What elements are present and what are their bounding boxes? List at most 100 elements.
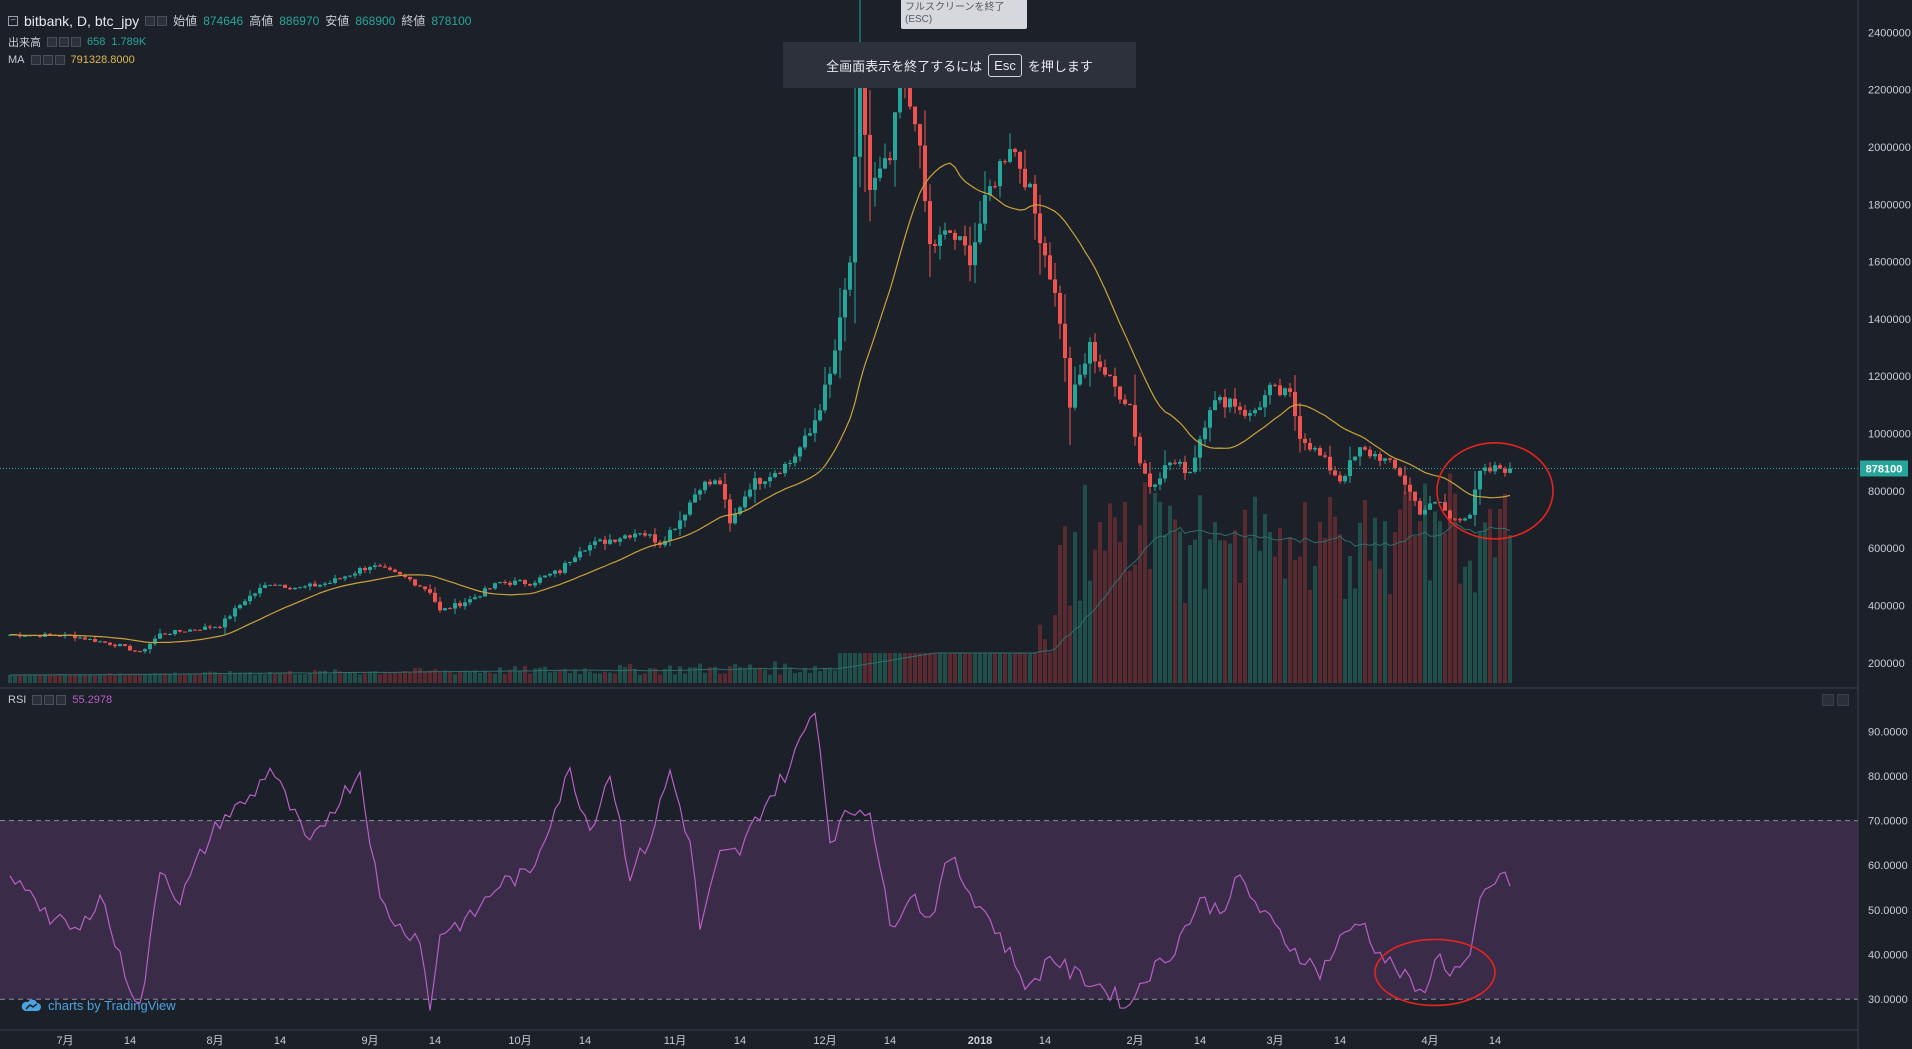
volume-bar <box>593 673 597 683</box>
volume-bar <box>933 653 937 683</box>
volume-bar <box>1443 533 1447 683</box>
candle-body <box>718 480 722 484</box>
candle-body <box>643 533 647 536</box>
symbol-title[interactable]: bitbank, D, btc_jpy <box>24 12 140 29</box>
rsi-tick-label: 90.0000 <box>1868 726 1908 738</box>
candle-body <box>1353 456 1357 461</box>
candle-body <box>1273 384 1277 386</box>
rsi-label[interactable]: RSI <box>8 694 27 706</box>
pane-up-icon[interactable] <box>1822 694 1834 706</box>
toast-text-after: を押します <box>1027 58 1093 74</box>
volume-bar <box>148 673 152 683</box>
ma-label[interactable]: MA <box>8 54 25 66</box>
volume-bar <box>728 666 732 683</box>
volume-bar <box>293 674 297 683</box>
last-price-badge <box>1860 460 1908 477</box>
rsi-legend-buttons[interactable] <box>32 695 67 705</box>
candle-body <box>813 420 817 434</box>
candle-body <box>403 574 407 578</box>
volume-bar <box>1333 516 1337 683</box>
time-tick-label: 3月 <box>1266 1035 1283 1047</box>
candle-body <box>228 616 232 619</box>
volume-bar <box>1028 653 1032 683</box>
candle-body <box>473 597 477 600</box>
volume-bar <box>518 670 522 683</box>
volume-bar <box>1278 527 1282 683</box>
eye-icon[interactable] <box>47 37 57 47</box>
gear-icon[interactable] <box>157 15 168 26</box>
volume-bar <box>113 674 117 683</box>
volume-bar <box>158 673 162 683</box>
pane-maximize-icon[interactable] <box>1837 694 1849 706</box>
legend-buttons[interactable] <box>145 15 168 26</box>
eye-icon[interactable] <box>32 695 43 705</box>
candle-body <box>273 584 277 586</box>
candle-body <box>133 650 137 652</box>
candle-body <box>328 582 332 584</box>
eye-icon[interactable] <box>30 55 41 65</box>
volume-bar <box>973 653 977 683</box>
volume-bar <box>1503 493 1507 683</box>
candle-body <box>1478 470 1482 490</box>
candle-body <box>1013 149 1017 152</box>
candle-body <box>778 472 782 474</box>
tradingview-brand[interactable]: charts by TradingView <box>20 998 176 1013</box>
volume-bar <box>423 671 427 683</box>
time-tick-label: 14 <box>1194 1035 1206 1047</box>
gear-icon[interactable] <box>44 695 55 705</box>
eye-icon[interactable] <box>145 15 156 26</box>
candle-body <box>893 112 897 161</box>
volume-bar <box>878 653 882 683</box>
candle-body <box>1388 458 1392 460</box>
candle-body <box>1433 502 1437 504</box>
candle-body <box>338 578 342 580</box>
price-tick-label: 200000 <box>1868 658 1905 670</box>
open-value: 874646 <box>203 13 244 28</box>
volume-bar <box>203 672 207 683</box>
candle-body <box>1483 467 1487 471</box>
candle-body <box>1228 398 1232 408</box>
volume-bar <box>488 672 492 683</box>
volume-bar <box>1308 589 1312 683</box>
candle-body <box>93 638 97 642</box>
volume-bar <box>1398 509 1402 683</box>
volume-bar <box>858 653 862 683</box>
candle-body <box>1053 279 1057 293</box>
candle-body <box>673 528 677 530</box>
volume-bar <box>23 674 27 683</box>
candle-body <box>388 567 392 570</box>
gear-icon[interactable] <box>59 37 69 47</box>
volume-bar <box>558 669 562 683</box>
candle-body <box>733 513 737 524</box>
price-highlight-circle <box>1436 442 1554 540</box>
volume-legend-buttons[interactable] <box>47 37 81 47</box>
candle-body <box>603 539 607 544</box>
volume-bar <box>653 668 657 683</box>
volume-bar <box>888 653 892 683</box>
volume-label[interactable]: 出来高 <box>8 37 41 49</box>
volume-bar <box>578 674 582 683</box>
volume-bar <box>1343 599 1347 683</box>
close-icon[interactable] <box>71 37 81 47</box>
volume-bar <box>608 672 612 683</box>
volume-bar <box>533 668 537 683</box>
volume-bar <box>1283 578 1287 683</box>
volume-bar <box>1418 520 1422 683</box>
volume-bar <box>258 673 262 683</box>
candle-body <box>653 534 657 543</box>
collapse-icon[interactable]: − <box>8 15 18 26</box>
candle-body <box>668 529 672 541</box>
candle-body <box>1028 183 1032 188</box>
brand-text: charts by TradingView <box>48 998 176 1013</box>
gear-icon[interactable] <box>42 55 53 65</box>
volume-bar <box>1003 653 1007 683</box>
volume-bar <box>563 669 567 683</box>
candle-body <box>798 447 802 457</box>
close-icon[interactable] <box>56 695 67 705</box>
time-tick-label: 14 <box>124 1035 136 1047</box>
volume-bar <box>263 674 267 683</box>
ma-legend-buttons[interactable] <box>30 55 65 65</box>
close-icon[interactable] <box>54 55 65 65</box>
candle-body <box>183 631 187 633</box>
